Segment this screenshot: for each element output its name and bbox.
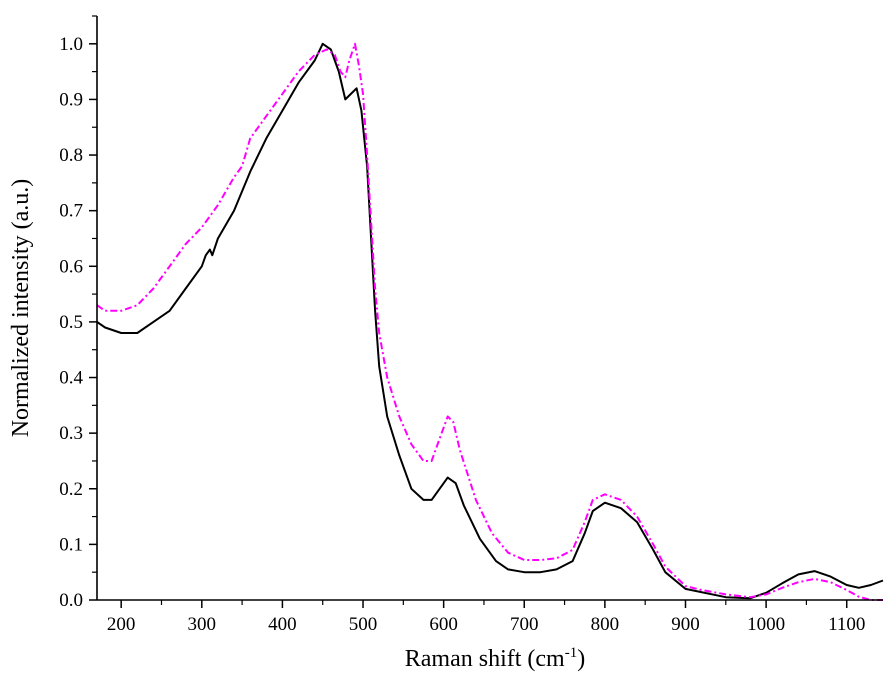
y-axis: 0.0 0.1 0.2 0.3 0.4 0.5 0.6 0.7 0.8 0.9 1.0 [59,15,98,611]
x-axis-title-suffix: ) [577,646,585,672]
x-axis-title-main: Raman shift (cm [405,646,565,672]
y-tick-label: 0.4 [59,368,83,389]
y-axis-title: Normalized intensity (a.u.) [8,179,34,438]
series-line-2 [96,42,883,601]
y-tick-label: 0.5 [59,312,83,333]
x-tick-label: 1100 [828,614,865,635]
x-tick-label: 800 [591,614,620,635]
x-tick-label: 700 [510,614,539,635]
x-tick-label: 400 [268,614,297,635]
y-tick-label: 0.0 [59,590,83,611]
x-axis-title: Raman shift (cm-1) [405,645,585,672]
x-tick-label: 200 [107,614,136,635]
y-tick-label: 0.8 [59,145,83,166]
y-tick-label: 0.1 [59,534,83,555]
y-tick-label: 0.7 [59,201,83,222]
y-tick-label: 0.6 [59,256,83,277]
x-axis-title-superscript: -1 [565,645,578,661]
y-tick-label: 0.9 [59,89,83,110]
x-tick-label: 600 [429,614,458,635]
x-tick-label: 500 [349,614,378,635]
y-tick-label: 0.2 [59,479,83,500]
y-tick-label: 0.3 [59,423,83,444]
y-tick-label: 1.0 [59,34,83,55]
x-tick-label: 1000 [747,614,785,635]
x-tick-label: 900 [671,614,700,635]
series-line-1 [96,42,884,600]
series-layer [96,42,884,601]
x-axis: 200 300 400 500 600 700 800 900 1000 1100 [97,599,883,635]
x-tick-label: 300 [188,614,217,635]
